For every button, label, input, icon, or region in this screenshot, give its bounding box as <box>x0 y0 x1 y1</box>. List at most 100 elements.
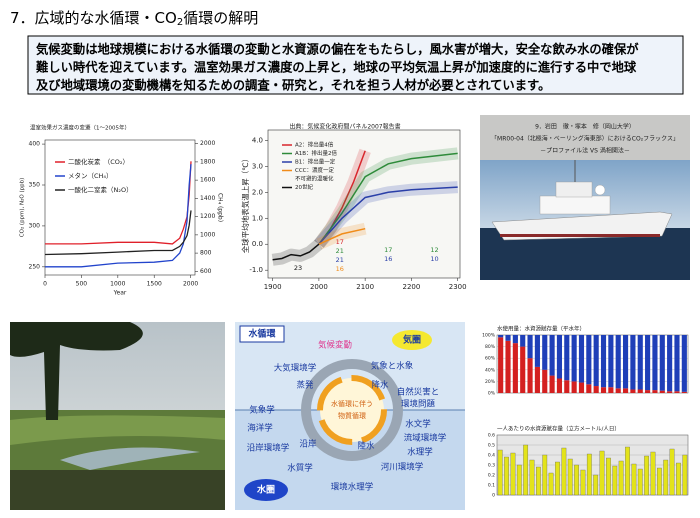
bar <box>561 447 567 496</box>
legend-label: 20世紀 <box>295 183 313 191</box>
x-tick-label: 2000 <box>183 281 198 288</box>
ship-caption: 「MR00-04（北極海・ベーリング海東部）におけるCO₂フラックス」 <box>491 135 679 143</box>
legend-label: 一酸化二窒素（N₂O） <box>68 185 133 194</box>
bar <box>497 449 503 496</box>
diagram-label: 大気環境学 <box>274 363 317 374</box>
bar <box>667 391 673 393</box>
legend-label: A1B：排出量2倍 <box>295 149 338 157</box>
bar <box>542 335 548 370</box>
chart-title: 出典：気候変化政府間パネル2007報告書 <box>289 123 400 131</box>
x-tick-label: 2300 <box>449 283 467 291</box>
model-count: 17 <box>336 238 344 246</box>
bar <box>571 335 577 382</box>
y-tick-label: 250 <box>29 263 41 270</box>
y-tick-label: 20% <box>485 379 496 385</box>
bar <box>520 346 526 393</box>
y-tick-label: 100% <box>482 333 496 339</box>
chart-title: 温室効果ガス濃度の変遷（1～2005年） <box>30 124 130 132</box>
bar <box>571 381 577 393</box>
bar <box>630 389 636 393</box>
bar <box>681 335 687 392</box>
y-tick-label: 1.0 <box>252 214 263 222</box>
bar <box>556 378 563 393</box>
bar <box>498 335 504 338</box>
y-tick-label: 300 <box>29 222 41 229</box>
y-tick-label: 0.4 <box>488 453 495 459</box>
bar <box>663 459 669 496</box>
model-count: 17 <box>384 246 392 254</box>
bar <box>606 457 611 496</box>
y-tick-label: 60% <box>485 356 496 362</box>
bar <box>669 448 675 496</box>
series-line <box>272 243 320 261</box>
bar <box>674 335 680 392</box>
bar <box>615 388 621 393</box>
diagram-label: 水文学 <box>405 419 431 430</box>
bar <box>512 335 518 344</box>
bar <box>516 464 522 496</box>
title-subscript: 2 <box>177 17 183 28</box>
diagram-label: 水循環 <box>248 328 276 340</box>
y-tick-label: 0% <box>488 391 496 397</box>
series-line <box>45 164 192 268</box>
bar <box>586 384 592 393</box>
bar <box>622 388 629 393</box>
bar <box>564 335 570 381</box>
ship-caption: 9．岩田 徹・塚本 修（岡山大学） <box>535 123 635 131</box>
chart-title: 水使用量：水資源賦存量（平水年） <box>497 325 585 333</box>
bar <box>556 335 563 379</box>
bar <box>682 454 688 496</box>
bar <box>549 335 555 376</box>
landscape-photo <box>10 322 225 510</box>
ship-photo: 9．岩田 徹・塚本 修（岡山大学） 「MR00-04（北極海・ベーリング海東部）… <box>480 115 690 280</box>
bar <box>659 390 665 393</box>
bar <box>523 444 529 496</box>
model-count: 21 <box>336 256 344 264</box>
bar <box>578 382 585 393</box>
diagram-label: 気象と水象 <box>371 361 414 372</box>
bar <box>510 452 516 496</box>
bar <box>586 335 592 385</box>
y-tick-label: 4.0 <box>252 136 263 144</box>
bar <box>578 335 585 383</box>
y2-tick-label: 1000 <box>200 231 215 238</box>
x-tick-label: 2000 <box>310 283 328 291</box>
y-tick-label: 0 <box>492 493 495 499</box>
bar <box>527 358 533 393</box>
diagram-label: 気候変動 <box>318 340 352 351</box>
diagram-label: 気象学 <box>249 405 275 416</box>
y-tick-label: 0.2 <box>488 473 495 479</box>
diagram-label: 降水 <box>371 380 389 391</box>
diagram-label: 沿岸環境学 <box>247 443 290 454</box>
y-tick-label: 0.1 <box>488 483 495 489</box>
y2-tick-label: 1600 <box>200 177 215 184</box>
diagram-label: 気圏 <box>403 334 421 346</box>
model-count: 23 <box>294 264 302 272</box>
bar <box>498 337 504 393</box>
y2-tick-label: 600 <box>200 268 212 275</box>
x-tick-label: 2100 <box>356 283 374 291</box>
summary-box <box>27 35 684 95</box>
bar <box>505 335 511 341</box>
model-count: 10 <box>430 255 438 263</box>
bar <box>593 386 599 393</box>
diagram-label: 自然災害と <box>397 387 440 398</box>
diagram-label: 陸水 <box>357 441 375 452</box>
y2-axis-label: CH₄ (ppb) <box>217 193 224 222</box>
y-tick-label: 40% <box>485 367 496 373</box>
summary-line: 気候変動は地球規模における水循環の変動と水資源の偏在をもたらし，風水害が増大，安… <box>36 42 639 57</box>
bar <box>555 461 560 496</box>
bar <box>549 375 555 393</box>
bar <box>644 455 649 496</box>
x-tick-label: 1900 <box>264 283 282 291</box>
slide-title: 7．広域的な水循環・CO2循環の解明 <box>10 9 258 29</box>
series-line <box>318 152 458 245</box>
bar <box>542 454 548 496</box>
bar <box>593 335 599 387</box>
bar <box>631 463 637 496</box>
legend-label: 不可避的温暖化 <box>295 175 334 183</box>
bar <box>622 335 629 389</box>
bar <box>600 335 607 388</box>
